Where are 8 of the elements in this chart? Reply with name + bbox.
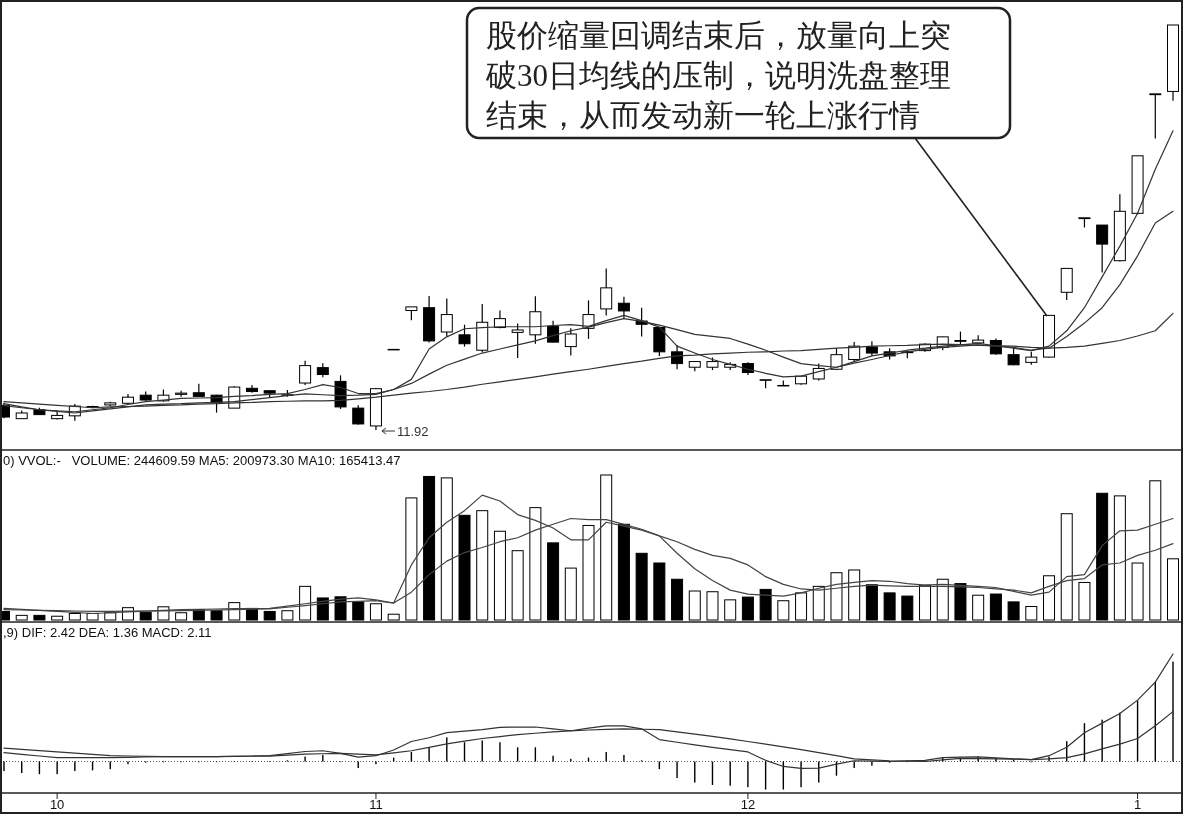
- chart-title: ,9) DIF: 2.42 DEA: 1.36 MACD: 2.11: [3, 625, 212, 640]
- x-tick-label: 12: [740, 797, 756, 812]
- x-tick-label: 10: [49, 797, 65, 812]
- chart-title: 0) VVOL:- VOLUME: 244609.59 MA5: 200973.30 MA10: 165413.47: [3, 453, 401, 468]
- x-tick-label: 11: [369, 797, 383, 812]
- x-tick-label: 1: [1133, 797, 1142, 812]
- annotation: 股价缩量回调结束后，放量向上突破30日均线的压制，说明洗盘整理结束，从而发动新一轮上涨行情: [485, 18, 951, 133]
- annotation: 11.92: [396, 424, 429, 439]
